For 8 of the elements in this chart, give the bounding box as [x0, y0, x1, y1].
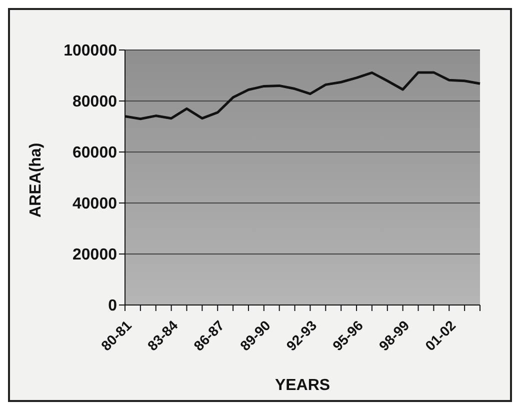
y-axis-title: AREA(ha) — [28, 142, 45, 218]
y-tick-label: 40000 — [72, 196, 118, 213]
y-tick-label: 0 — [108, 298, 118, 315]
y-tick-label: 60000 — [72, 144, 118, 162]
y-tick-label: 80000 — [72, 94, 118, 111]
x-axis-title: YEARS — [274, 377, 330, 394]
y-tick-label: 100000 — [64, 42, 118, 60]
y-tick-label: 20000 — [72, 246, 118, 264]
